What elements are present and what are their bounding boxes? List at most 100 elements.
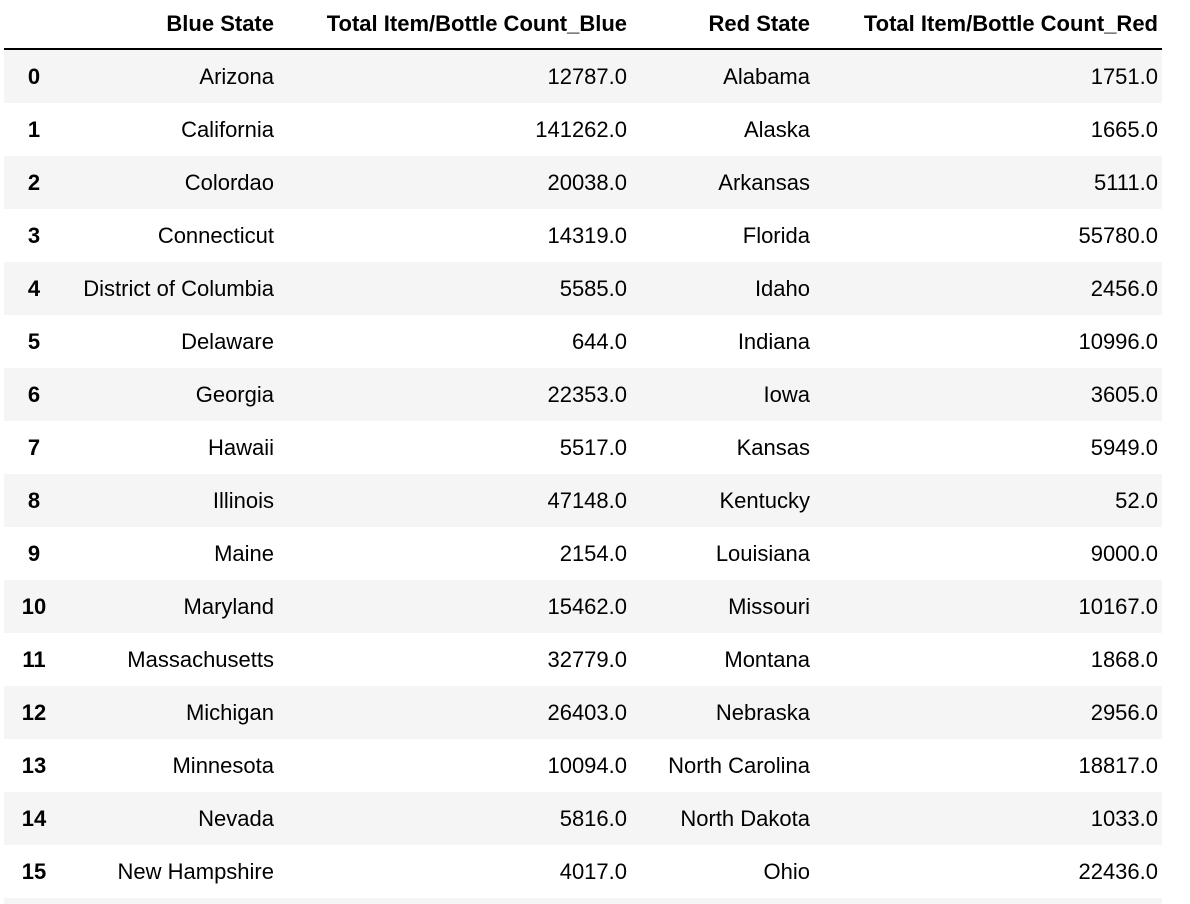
cell-blue-state: Maine	[214, 540, 274, 566]
cell-red-state: Kentucky	[719, 487, 811, 513]
cell-red-count: 52.0	[1115, 487, 1158, 513]
row-index: 5	[27, 328, 41, 354]
cell-blue-count: 12787.0	[547, 63, 627, 89]
row-index: 12	[21, 699, 47, 725]
row-index: 10	[21, 593, 47, 619]
cell-blue-count: 26403.0	[547, 699, 627, 725]
cell-blue-count: 4017.0	[559, 858, 627, 884]
header-red-count: Total Item/Bottle Count_Red	[814, 0, 1162, 50]
row-index: 8	[27, 487, 41, 513]
header-row: Blue State Total Item/Bottle Count_Blue …	[4, 0, 1162, 50]
table-row: 11 Massachusetts 32779.0 Montana 1868.0	[4, 633, 1162, 686]
table-row: 5 Delaware 644.0 Indiana 10996.0	[4, 315, 1162, 368]
cell-red-state: Alaska	[743, 116, 810, 142]
cell-blue-state: Colordao	[184, 169, 274, 195]
header-red-state: Red State	[631, 0, 814, 50]
cell-red-state: Idaho	[754, 275, 810, 301]
table-row: 7 Hawaii 5517.0 Kansas 5949.0	[4, 421, 1162, 474]
table-row: 15 New Hampshire 4017.0 Ohio 22436.0	[4, 845, 1162, 898]
cell-blue-count: 5517.0	[559, 434, 627, 460]
row-index: 13	[21, 752, 47, 778]
cell-red-state: Ohio	[763, 858, 810, 884]
row-index: 4	[27, 275, 41, 301]
cell-blue-count: 644.0	[571, 328, 627, 354]
table-row: 0 Arizona 12787.0 Alabama 1751.0	[4, 49, 1162, 103]
cell-red-state: Alabama	[723, 63, 810, 89]
cell-blue-state: Connecticut	[157, 222, 274, 248]
cell-blue-count: 10094.0	[547, 752, 627, 778]
cell-red-count: 5949.0	[1090, 434, 1158, 460]
table-row: 1 California 141262.0 Alaska 1665.0	[4, 103, 1162, 156]
table-row: 8 Illinois 47148.0 Kentucky 52.0	[4, 474, 1162, 527]
cell-blue-count: 5585.0	[559, 275, 627, 301]
row-index: 14	[21, 805, 47, 831]
cell-red-state: Florida	[742, 222, 810, 248]
cell-blue-count: 14319.0	[547, 222, 627, 248]
cell-blue-count: 2154.0	[559, 540, 627, 566]
table-row-partial	[4, 898, 1162, 904]
cell-red-count: 55780.0	[1078, 222, 1158, 248]
cell-blue-state: Maryland	[183, 593, 274, 619]
cell-blue-state: Illinois	[212, 487, 274, 513]
cell-blue-state: Arizona	[199, 63, 274, 89]
cell-red-count: 2956.0	[1090, 699, 1158, 725]
cell-red-state: Missouri	[728, 593, 810, 619]
cell-blue-state: Nevada	[198, 805, 274, 831]
cell-red-count: 1868.0	[1090, 646, 1158, 672]
cell-blue-state: Massachusetts	[127, 646, 274, 672]
row-index: 1	[27, 116, 41, 142]
row-index: 6	[27, 381, 41, 407]
table-row: 6 Georgia 22353.0 Iowa 3605.0	[4, 368, 1162, 421]
cell-red-count: 10167.0	[1078, 593, 1158, 619]
table-body: 0 Arizona 12787.0 Alabama 1751.0 1 California 1…	[4, 49, 1162, 898]
cell-red-state: Montana	[724, 646, 810, 672]
header-blue-state: Blue State	[64, 0, 278, 50]
cell-blue-count: 47148.0	[547, 487, 627, 513]
table-row: 9 Maine 2154.0 Louisiana 9000.0	[4, 527, 1162, 580]
row-index: 2	[27, 169, 41, 195]
cell-red-state: North Carolina	[668, 752, 810, 778]
row-index: 7	[27, 434, 41, 460]
cell-red-count: 1033.0	[1090, 805, 1158, 831]
cell-red-state: Louisiana	[715, 540, 810, 566]
row-index: 15	[21, 858, 47, 884]
cell-red-count: 1751.0	[1090, 63, 1158, 89]
cell-blue-count: 5816.0	[559, 805, 627, 831]
cell-blue-state: District of Columbia	[83, 275, 274, 301]
row-index: 9	[27, 540, 41, 566]
header-blue-count: Total Item/Bottle Count_Blue	[278, 0, 631, 50]
cell-red-count: 1665.0	[1090, 116, 1158, 142]
table-header: Blue State Total Item/Bottle Count_Blue …	[4, 0, 1162, 50]
cell-red-count: 10996.0	[1078, 328, 1158, 354]
cell-red-count: 22436.0	[1078, 858, 1158, 884]
cell-blue-count: 15462.0	[547, 593, 627, 619]
table-row: 12 Michigan 26403.0 Nebraska 2956.0	[4, 686, 1162, 739]
cell-red-count: 18817.0	[1078, 752, 1158, 778]
table-row: 3 Connecticut 14319.0 Florida 55780.0	[4, 209, 1162, 262]
table-row: 4 District of Columbia 5585.0 Idaho 2456.0	[4, 262, 1162, 315]
cell-red-count: 5111.0	[1093, 169, 1158, 195]
cell-red-state: Kansas	[736, 434, 810, 460]
table-row: 14 Nevada 5816.0 North Dakota 1033.0	[4, 792, 1162, 845]
row-index: 3	[27, 222, 41, 248]
dataframe-table: Blue State Total Item/Bottle Count_Blue …	[4, 0, 1162, 898]
cell-blue-state: Delaware	[181, 328, 274, 354]
cell-blue-state: Minnesota	[172, 752, 274, 778]
cell-blue-count: 32779.0	[547, 646, 627, 672]
row-index: 11	[22, 646, 46, 672]
cell-red-count: 2456.0	[1090, 275, 1158, 301]
cell-blue-state: Michigan	[185, 699, 274, 725]
cell-red-state: Indiana	[737, 328, 810, 354]
cell-red-state: Arkansas	[718, 169, 810, 195]
cell-red-state: North Dakota	[680, 805, 810, 831]
cell-blue-state: Hawaii	[207, 434, 274, 460]
cell-blue-count: 20038.0	[547, 169, 627, 195]
cell-red-count: 9000.0	[1090, 540, 1158, 566]
cell-blue-count: 141262.0	[535, 116, 627, 142]
table-row: 2 Colordao 20038.0 Arkansas 5111.0	[4, 156, 1162, 209]
cell-red-count: 3605.0	[1090, 381, 1158, 407]
cell-blue-state: California	[181, 116, 274, 142]
cell-blue-state: Georgia	[195, 381, 274, 407]
header-index	[4, 0, 64, 50]
